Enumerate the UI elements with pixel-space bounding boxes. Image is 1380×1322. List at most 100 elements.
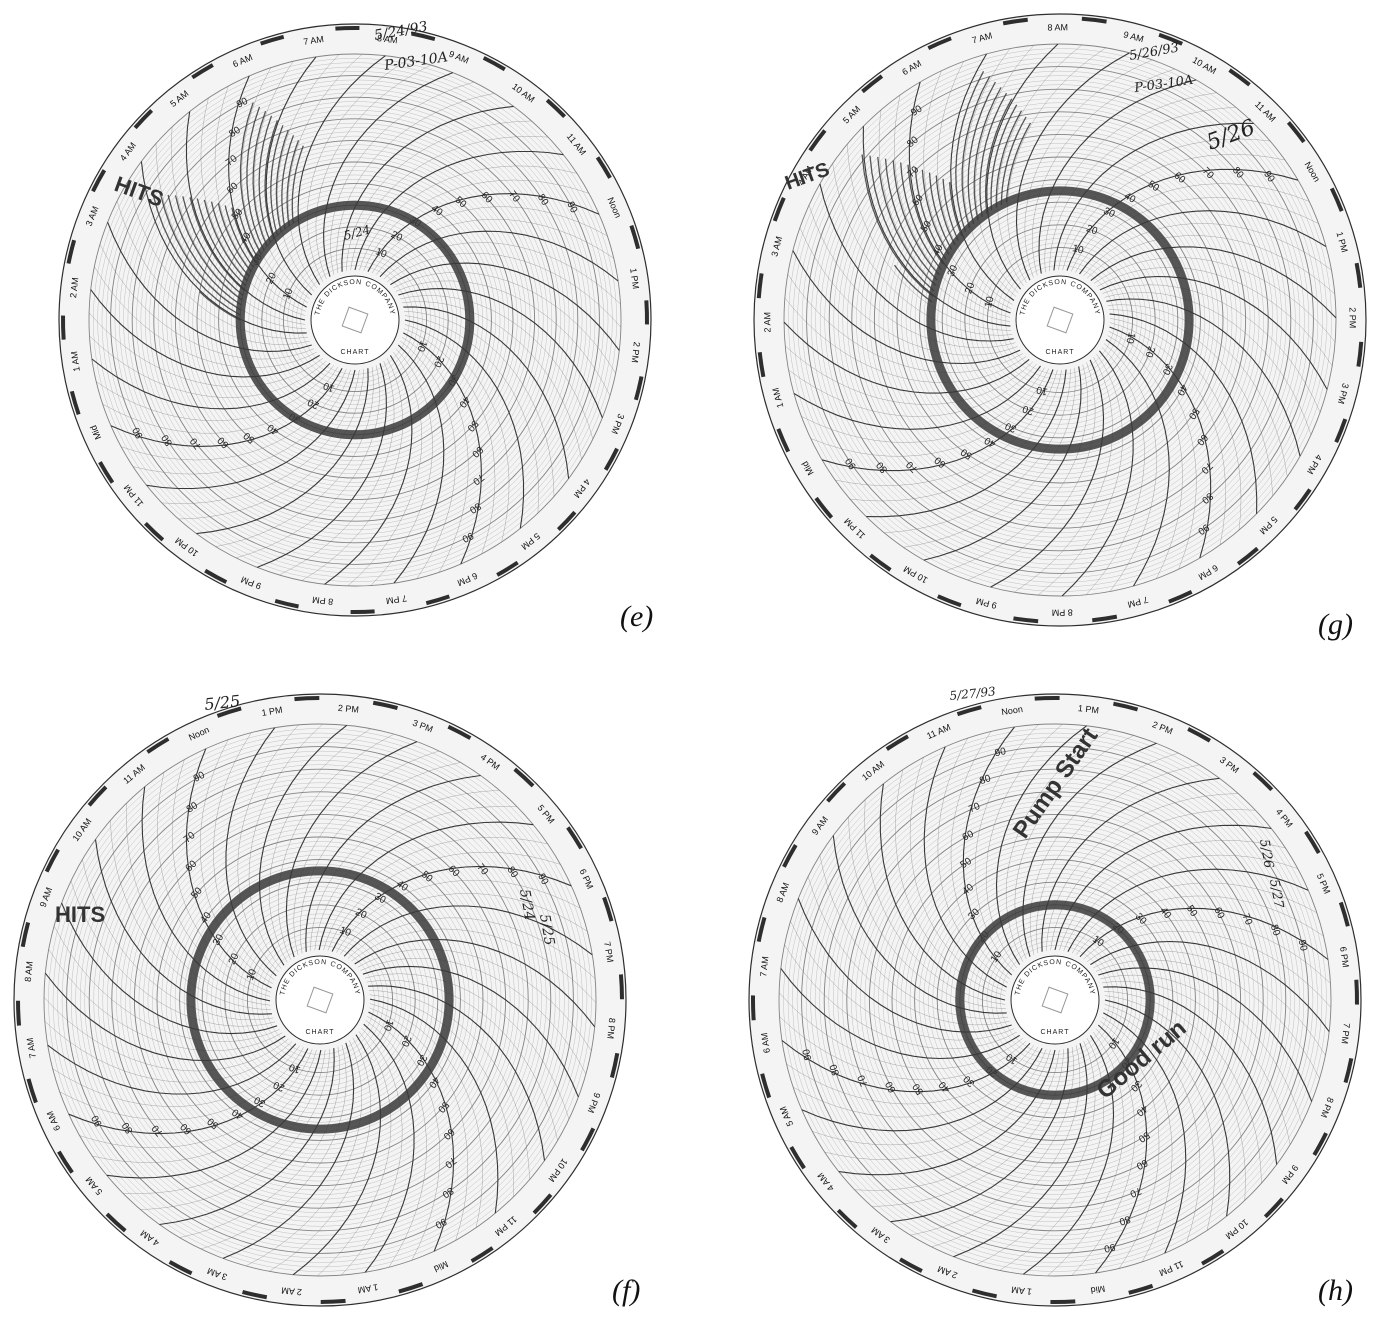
time-arc — [995, 725, 1087, 965]
grid-circle — [116, 796, 524, 1204]
rim-bar — [751, 995, 756, 1021]
trace-spike — [892, 160, 940, 276]
time-arc — [235, 365, 380, 559]
time-arc — [347, 351, 423, 587]
grid-circle — [919, 179, 1201, 461]
time-arc — [141, 786, 271, 1002]
time-arc — [277, 733, 395, 960]
time-arc — [945, 364, 1088, 572]
value-label: 70 — [1128, 1185, 1143, 1200]
time-arc — [360, 957, 587, 1075]
grid-circle — [982, 242, 1138, 398]
rim-bar — [1252, 771, 1274, 792]
hub-chart-no: CHART — [1041, 1029, 1070, 1036]
handwritten-note: 5/24 — [516, 888, 537, 922]
time-arc — [1079, 210, 1327, 275]
grid-circle — [79, 759, 561, 1241]
rim-bar — [629, 225, 641, 250]
time-arc — [1032, 68, 1175, 276]
time-arc — [404, 311, 555, 497]
grid-circle — [801, 746, 1309, 1254]
time-arc — [110, 820, 271, 1010]
time-arc — [1108, 309, 1274, 496]
time-arc — [838, 1049, 1056, 1176]
grid-circle — [900, 845, 1210, 1155]
time-arc — [222, 1042, 355, 1259]
hub-square — [1046, 306, 1074, 334]
time-arc — [807, 876, 1010, 1026]
time-arc — [810, 368, 1050, 457]
rim-bar — [61, 315, 66, 340]
time-arc — [269, 1037, 372, 1272]
rim-bar — [1356, 341, 1364, 367]
trace-spike — [984, 98, 1013, 214]
time-arc — [908, 81, 1011, 314]
grid-circle — [270, 235, 440, 405]
value-label: 90 — [192, 770, 207, 785]
time-arc — [797, 898, 1012, 1033]
grid-circle — [896, 841, 1214, 1159]
time-arc — [107, 221, 312, 352]
rim-bar — [1286, 121, 1306, 144]
grid-circle — [892, 152, 1228, 488]
hour-label: 2 PM — [630, 341, 642, 363]
panel-label-h: (h) — [1318, 1274, 1353, 1307]
time-arc — [1085, 347, 1145, 595]
value-label: 20 — [963, 281, 977, 296]
time-arc — [801, 367, 1045, 443]
time-arc — [395, 280, 611, 396]
hour-label: 7 AM — [758, 956, 770, 978]
time-arc — [341, 1027, 403, 1276]
grid-circle — [778, 723, 1332, 1277]
time-arc — [910, 1046, 1074, 1236]
time-arc — [784, 944, 1017, 1050]
time-arc — [99, 244, 315, 360]
time-arc — [1106, 298, 1301, 457]
grid-circle — [955, 900, 1155, 1100]
grid-circle — [174, 139, 536, 501]
time-arc — [368, 1011, 455, 1252]
time-arc — [102, 366, 339, 434]
grid-circle — [810, 755, 1300, 1245]
handwritten-note: 5/25 — [536, 913, 557, 947]
trace-spike — [1005, 122, 1032, 203]
rim-bar — [1334, 418, 1348, 443]
grid-circle — [75, 755, 565, 1245]
value-label: 90 — [994, 746, 1008, 759]
grid-circle — [224, 904, 416, 1096]
rim-bar — [760, 1073, 772, 1099]
time-arc — [1062, 154, 1285, 271]
rim-bar — [644, 300, 649, 325]
time-arc — [324, 355, 413, 585]
handwritten-note: 5/27/93 — [949, 684, 997, 703]
time-arc — [890, 1048, 1069, 1223]
rim-bar — [971, 1288, 997, 1299]
time-arc — [812, 1049, 1047, 1146]
trace-spike — [928, 172, 953, 251]
time-arc — [91, 358, 331, 410]
grid-circle — [864, 809, 1246, 1191]
time-arc — [369, 998, 499, 1214]
trace-spike — [258, 115, 273, 243]
rim-bar — [425, 594, 450, 606]
trace-spike — [893, 264, 933, 303]
trace-spikes — [861, 71, 1032, 303]
rim-bar — [885, 734, 909, 751]
value-label: 10 — [245, 967, 259, 982]
rim-bar — [191, 63, 214, 80]
grid-circle — [964, 224, 1156, 416]
time-arc — [1054, 824, 1272, 951]
grid-circle — [986, 931, 1124, 1069]
grid-circle — [914, 859, 1196, 1141]
time-arc — [909, 757, 1006, 992]
time-arc — [1036, 764, 1200, 954]
time-arc — [366, 979, 558, 1141]
grid-circle — [107, 787, 533, 1213]
rim-bar — [772, 197, 786, 222]
time-arc — [364, 973, 570, 1120]
time-arc — [351, 928, 597, 1003]
grid-circle — [973, 233, 1147, 407]
time-arc — [314, 806, 518, 951]
time-arc — [179, 1046, 341, 1238]
trace-spike — [237, 209, 259, 259]
